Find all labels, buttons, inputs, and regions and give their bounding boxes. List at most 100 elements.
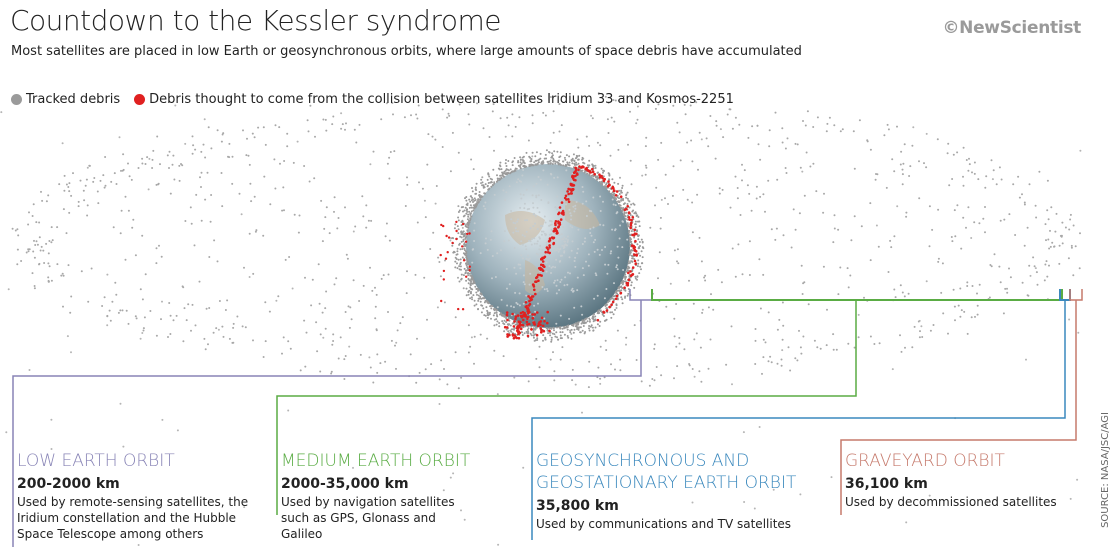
debris-dot [550,266,553,269]
debris-dot [543,252,546,255]
debris-dot [477,308,480,310]
debris-dot [0,111,3,114]
debris-dot [563,236,566,239]
debris-dot [689,104,692,107]
debris-dot [169,333,172,335]
debris-dot [629,223,633,227]
debris-dot [452,472,455,475]
debris-dot [208,307,211,309]
debris-dot [523,202,526,205]
debris-dot [535,357,538,360]
debris-dot [602,175,605,178]
debris-dot [141,234,144,237]
debris-dot [330,370,333,373]
debris-dot [698,370,701,373]
debris-dot [486,316,489,319]
debris-dot [486,248,489,251]
debris-dot [476,293,478,296]
debris-dot [621,298,624,301]
debris-dot [849,274,852,277]
debris-dot [546,248,550,251]
debris-dot [984,206,986,208]
debris-dot [556,208,559,211]
debris-dot [560,238,563,241]
debris-dot [517,263,520,266]
debris-dot [952,288,955,291]
debris-dot [776,178,779,181]
debris-dot [178,179,181,182]
debris-dot [228,142,231,145]
debris-dot [591,326,594,329]
debris-dot [550,272,552,274]
debris-dot [799,493,802,496]
panel-graveyard: GRAVEYARD ORBIT 36,100 km Used by decomm… [845,450,1075,510]
debris-dot [35,240,38,243]
debris-dot [551,332,554,335]
debris-dot [596,310,599,313]
debris-dot [564,158,567,161]
debris-dot [460,509,462,512]
debris-dot [539,178,542,181]
debris-dot [627,216,631,219]
debris-dot [441,108,444,111]
debris-dot [877,245,880,248]
debris-dot [496,177,499,180]
debris-dot [560,201,564,204]
debris-dot [619,224,622,227]
debris-dot [614,297,618,301]
debris-dot [333,196,336,199]
debris-dot [911,144,914,147]
debris-dot [730,325,733,328]
debris-dot [449,476,452,479]
debris-dot [566,190,569,193]
debris-dot [598,253,601,256]
debris-dot [839,266,842,269]
debris-dot [630,221,633,225]
debris-dot [172,319,175,322]
debris-dot [487,314,490,317]
debris-dot [48,240,51,242]
debris-dot [731,383,733,386]
debris-dot [625,194,628,197]
debris-dot [455,237,458,241]
debris-dot [467,272,470,275]
debris-dot [296,140,299,143]
debris-dot [925,280,928,283]
debris-dot [628,275,631,278]
debris-dot [544,221,547,224]
debris-dot [344,206,346,209]
debris-dot [828,116,831,119]
debris-dot [544,234,547,237]
debris-dot [640,250,643,253]
debris-dot [627,266,630,269]
debris-dot [343,378,346,380]
debris-dot [416,117,419,120]
debris-dot [629,110,631,113]
debris-dot [592,196,595,199]
debris-dot [599,144,602,147]
debris-dot [468,232,471,235]
debris-dot [525,151,528,154]
debris-dot [530,298,534,301]
debris-dot [538,366,541,369]
debris-dot [568,161,571,164]
debris-dot [246,137,248,140]
debris-dot [493,181,496,184]
debris-dot [372,381,375,384]
debris-dot [546,290,549,292]
debris-dot [618,286,621,288]
debris-dot [50,279,53,282]
debris-dot [928,245,931,248]
debris-dot [857,313,860,316]
debris-dot [561,346,564,349]
debris-dot [559,151,562,154]
debris-dot [1002,312,1005,315]
debris-dot [739,214,742,216]
debris-dot [216,260,219,263]
debris-dot [119,402,122,405]
debris-dot [143,316,146,319]
debris-dot [1023,201,1026,204]
debris-dot [456,253,459,256]
debris-dot [41,199,44,202]
debris-dot [552,241,556,245]
